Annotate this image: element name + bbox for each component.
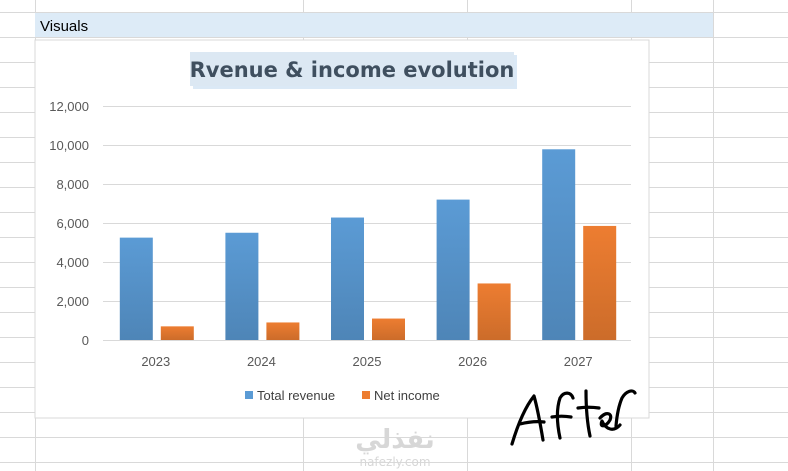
legend-label-net-income: Net income: [374, 388, 440, 403]
chart-title-box[interactable]: Rvenue & income evolution: [190, 52, 517, 89]
x-tick-label: 2027: [564, 354, 593, 369]
bar-net-income-2027[interactable]: [583, 225, 617, 340]
bar-total-revenue-2027[interactable]: [542, 149, 576, 340]
bar-net-income-2024[interactable]: [266, 322, 300, 340]
handwritten-after-annotation: [510, 389, 637, 446]
bars-group: [119, 149, 617, 340]
chart-title: Rvenue & income evolution: [190, 58, 515, 82]
bar-total-revenue-2024[interactable]: [225, 232, 259, 340]
bar-net-income-2025[interactable]: [372, 318, 405, 340]
legend-label-total-revenue: Total revenue: [257, 388, 335, 403]
cell-label[interactable]: Visuals: [40, 18, 88, 35]
legend-swatch-net-income: [362, 391, 370, 399]
bar-net-income-2026[interactable]: [477, 283, 511, 340]
x-axis-tick-labels: 2023 2024 2025 2026 2027: [141, 354, 592, 369]
watermark-arabic: نفذلي: [355, 425, 435, 455]
y-tick-label: 12,000: [49, 99, 89, 114]
x-tick-label: 2023: [141, 354, 170, 369]
x-tick-label: 2025: [353, 354, 382, 369]
y-tick-label: 8,000: [56, 177, 89, 192]
x-tick-label: 2024: [247, 354, 276, 369]
watermark-latin: nafezly.com: [359, 455, 430, 469]
y-axis-tick-labels: 0 2,000 4,000 6,000 8,000 10,000 12,000: [49, 99, 89, 348]
y-tick-label: 0: [82, 333, 89, 348]
bar-net-income-2023[interactable]: [160, 326, 194, 340]
x-tick-label: 2026: [458, 354, 487, 369]
legend[interactable]: Total revenue Net income: [245, 388, 440, 403]
y-tick-label: 4,000: [56, 255, 89, 270]
legend-swatch-total-revenue: [245, 391, 253, 399]
y-tick-label: 6,000: [56, 216, 89, 231]
bar-total-revenue-2026[interactable]: [436, 199, 470, 340]
bar-total-revenue-2025[interactable]: [331, 217, 364, 340]
bar-total-revenue-2023[interactable]: [119, 237, 153, 340]
chart-object[interactable]: Rvenue & income evolution 0 2,000 4,000 6,0…: [34, 39, 650, 419]
highlighted-cell-row[interactable]: [35, 13, 713, 37]
y-tick-label: 10,000: [49, 138, 89, 153]
watermark: نفذلي nafezly.com: [355, 425, 435, 469]
y-tick-label: 2,000: [56, 294, 89, 309]
